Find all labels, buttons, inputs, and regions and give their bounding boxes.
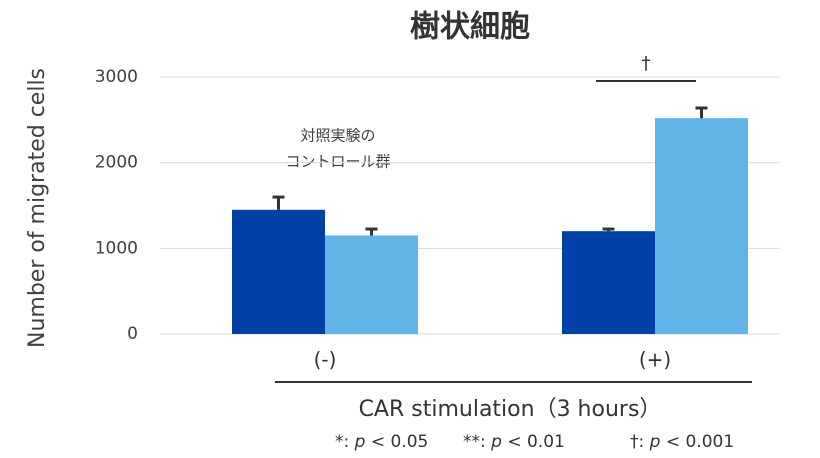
footnote-part: p [490, 432, 502, 452]
footnote-part: **: [463, 432, 491, 452]
footnote-part: p [649, 432, 661, 452]
bar [232, 209, 325, 334]
footnote-part: < 0.001 [660, 432, 734, 452]
bar [325, 235, 418, 334]
annotation: コントロール群 [285, 153, 390, 171]
footnote-part: p [354, 432, 366, 452]
footnote: †: p < 0.001 [630, 432, 734, 452]
footnote: **: p < 0.01 [463, 432, 565, 452]
footnote-part: †: [630, 432, 650, 452]
x-tick-label: (-) [314, 348, 337, 372]
bar [562, 231, 655, 334]
annotation: 対照実験の [300, 127, 375, 145]
y-tick-label: 0 [127, 324, 138, 344]
y-tick-label: 2000 [95, 153, 138, 173]
footnote-part: *: [335, 432, 355, 452]
y-axis-label: Number of migrated cells [25, 68, 50, 348]
significance-label: † [642, 53, 651, 74]
footnote-part: < 0.05 [365, 432, 428, 452]
x-tick-label: (+) [639, 348, 671, 372]
footnote-part: < 0.01 [502, 432, 565, 452]
y-tick-label: 1000 [95, 238, 138, 258]
y-tick-label: 3000 [95, 67, 138, 87]
footnote: *: p < 0.05 [335, 432, 428, 452]
bar [655, 118, 748, 335]
x-axis-label: CAR stimulation（3 hours） [359, 397, 662, 422]
chart-title: 樹状細胞 [410, 10, 530, 45]
